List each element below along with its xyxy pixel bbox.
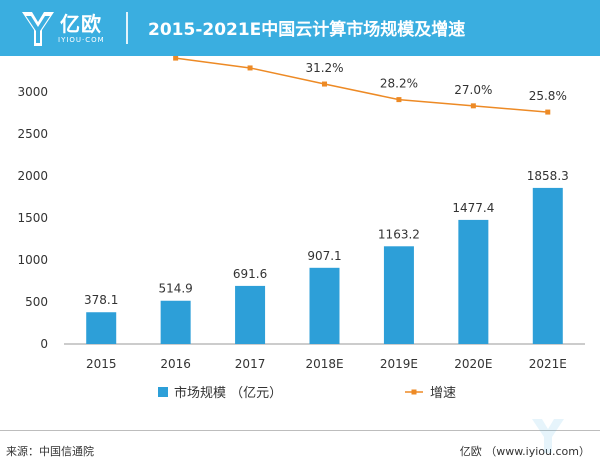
growth-point [396, 97, 402, 103]
legend-label-bar: 市场规模 （亿元） [174, 385, 282, 401]
growth-point [173, 56, 179, 61]
bar [309, 267, 340, 344]
chart: 0 500 1000 1500 2000 2500 3000 378.1 514.9 691.6… [17, 56, 585, 401]
header-banner: 亿欧 IYIOU·COM 2015-2021E中国云计算市场规模及增速 [0, 0, 600, 56]
legend: 市场规模 （亿元） 增速 [158, 385, 456, 401]
growth-value-label: 34.3% [231, 56, 269, 59]
growth-value-label: 27.0% [454, 83, 492, 97]
bar-value-label: 1163.2 [378, 227, 420, 241]
y-tick-label: 2000 [17, 169, 48, 183]
bar [383, 246, 414, 344]
x-tick-label: 2017 [235, 357, 266, 371]
brand-name: 亿欧 [60, 12, 102, 36]
bar [160, 300, 191, 344]
source-note: 来源：中国信通院 [6, 445, 94, 458]
bar [532, 187, 563, 344]
y-tick-label: 1500 [17, 211, 48, 225]
iyiou-logo-icon [22, 12, 54, 46]
growth-point [545, 109, 551, 115]
legend-label-line: 增速 [430, 386, 456, 401]
x-tick-label: 2016 [160, 357, 191, 371]
x-tick-label: 2021E [529, 357, 567, 371]
chart-title: 2015-2021E中国云计算市场规模及增速 [148, 20, 466, 40]
growth-point [322, 81, 327, 87]
credit-note: 亿欧 （www.iyiou.com） [459, 445, 590, 458]
growth-line [175, 57, 548, 113]
bar [458, 219, 489, 344]
x-tick-label: 2015 [86, 357, 117, 371]
bar-value-label: 691.6 [233, 267, 267, 281]
y-tick-label: 1000 [17, 253, 48, 267]
growth-line-series: 36.2%34.3%31.2%28.2%27.0%25.8% [173, 56, 567, 115]
y-tick-label: 3000 [17, 85, 48, 99]
footer-divider [0, 430, 600, 431]
growth-point [247, 65, 253, 71]
y-tick-label: 0 [40, 337, 48, 351]
bar-value-label: 378.1 [84, 293, 118, 307]
legend-swatch-marker [411, 389, 417, 395]
growth-value-label: 31.2% [305, 61, 343, 75]
y-tick-label: 2500 [17, 127, 48, 141]
bar-value-label: 907.1 [307, 249, 341, 263]
header-divider [126, 12, 128, 44]
bar-value-label: 1477.4 [452, 201, 494, 215]
bar-series: 378.1 514.9 691.6 907.1 1163.2 1477.4 1858.3 [84, 169, 569, 344]
x-tick-label: 2019E [380, 357, 418, 371]
x-tick-label: 2018E [305, 357, 343, 371]
x-tick-label: 2020E [454, 357, 492, 371]
x-axis: 2015 2016 2017 2018E 2019E 2020E 2021E [86, 357, 567, 371]
growth-value-label: 28.2% [380, 77, 418, 91]
bar [235, 285, 266, 344]
growth-value-label: 25.8% [529, 89, 567, 103]
brand-subtitle: IYIOU·COM [58, 36, 105, 44]
bar-value-label: 514.9 [158, 282, 192, 296]
watermark-logo-icon [532, 419, 564, 453]
y-tick-label: 500 [25, 295, 48, 309]
legend-swatch-bar [158, 387, 168, 397]
growth-point [470, 103, 476, 109]
bar [86, 312, 117, 344]
bar-value-label: 1858.3 [527, 169, 569, 183]
y-axis: 0 500 1000 1500 2000 2500 3000 [17, 85, 585, 351]
